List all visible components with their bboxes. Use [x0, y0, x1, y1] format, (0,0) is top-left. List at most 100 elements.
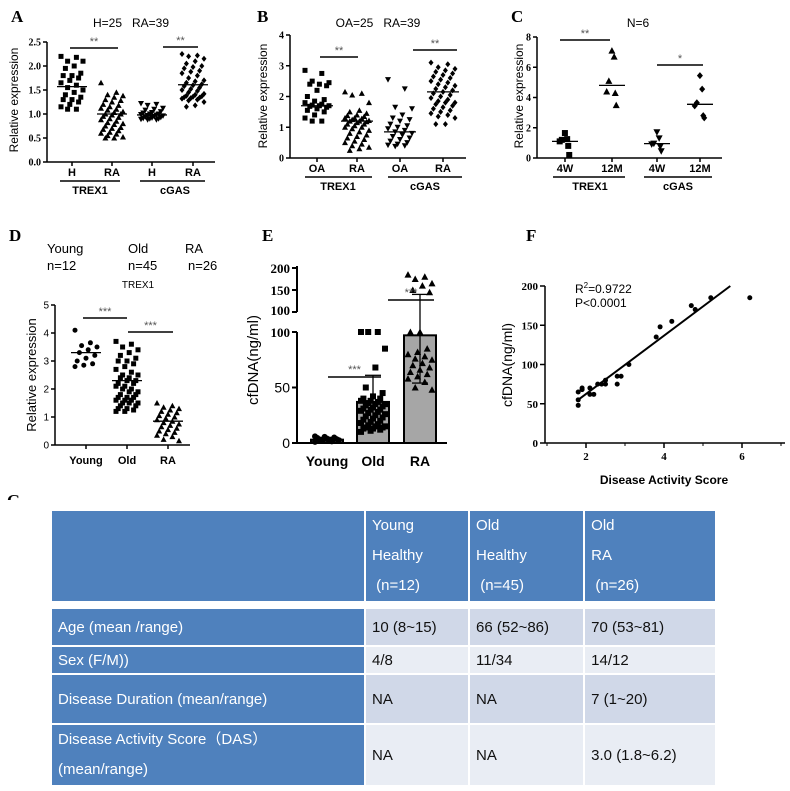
table-header-old-healthy: Old Healthy (n=45) — [470, 511, 584, 601]
chart-f-ylabel: cfDNA(ng/ml) — [499, 323, 515, 407]
chart-d-point — [74, 358, 80, 364]
chart-a-point — [69, 73, 75, 79]
chart-b-point — [324, 104, 330, 110]
chart-b-point — [445, 79, 451, 86]
chart-a-category-label: RA — [185, 167, 201, 179]
chart-a-point — [65, 85, 71, 91]
chart-a-point — [186, 97, 192, 104]
chart-e-point — [421, 378, 429, 385]
chart-e-y-tick-label: 50 — [274, 380, 290, 396]
chart-b-point — [361, 121, 368, 127]
chart-f-point — [591, 391, 597, 397]
chart-b-y-tick-label: 0 — [279, 154, 284, 165]
chart-a-point — [194, 96, 200, 103]
chart-d-point — [72, 327, 78, 333]
chart-b-point — [314, 87, 320, 93]
chart-d-point — [165, 411, 171, 417]
chart-a-point — [186, 89, 192, 96]
chart-a-point — [106, 103, 113, 110]
chart-b-point — [363, 110, 370, 116]
chart-d-significance-stars: *** — [144, 320, 158, 332]
chart-b-point — [450, 102, 456, 109]
chart-e-point — [379, 390, 386, 397]
chart-d-y-tick-label: 0 — [43, 441, 49, 452]
chart-d-point — [92, 352, 98, 358]
chart-b-group-label: cGAS — [410, 181, 440, 193]
chart-d-point — [117, 352, 123, 358]
chart-a-point — [65, 58, 71, 64]
chart-d-point — [169, 402, 176, 409]
chart-b-point — [450, 70, 456, 77]
chart-c-point — [612, 101, 620, 109]
table-cell: 3.0 (1.8~6.2) — [585, 725, 715, 785]
chart-d-point — [122, 364, 128, 370]
chart-d-point — [133, 403, 139, 409]
chart-a-point — [71, 89, 77, 95]
chart-a-point — [199, 63, 205, 69]
chart-b-point — [447, 75, 453, 82]
chart-e-point — [428, 279, 436, 287]
chart-a-point — [58, 80, 64, 86]
table-header-empty — [52, 511, 364, 601]
chart-b-point — [401, 86, 408, 92]
chart-b-point — [442, 121, 448, 128]
header-line: Healthy — [476, 547, 527, 564]
chart-e-point — [411, 275, 419, 282]
chart-b-category-label: RA — [349, 163, 365, 175]
chart-a-point — [60, 97, 66, 103]
chart-e-point — [367, 418, 374, 425]
chart-a-point — [62, 92, 68, 98]
chart-b-point — [428, 59, 434, 66]
chart-d-ylabel: Relative expression — [24, 318, 39, 431]
chart-d-category-label: Young — [69, 455, 102, 467]
chart-c-y-tick-label: 6 — [526, 63, 531, 74]
table-separator — [52, 603, 715, 607]
chart-e-point — [426, 364, 434, 371]
chart-a-point — [104, 107, 111, 113]
chart-f-point — [599, 381, 605, 387]
chart-d-y-tick-label: 4 — [43, 329, 49, 340]
chart-b-point — [433, 68, 439, 75]
chart-d-point — [167, 422, 174, 428]
chart-d-point — [135, 389, 141, 395]
chart-a-point — [179, 51, 185, 57]
chart-b-point — [342, 124, 348, 130]
chart-f-y-tick-label: 100 — [522, 360, 539, 372]
chart-e-category-label: Old — [361, 453, 384, 469]
chart-a-point — [69, 97, 75, 103]
chart-b-point — [399, 112, 406, 118]
chart-b-point — [342, 115, 348, 121]
chart-a-point — [192, 58, 198, 65]
chart-e-point — [377, 395, 384, 402]
chart-a-group-label: cGAS — [160, 185, 190, 197]
chart-a-point — [117, 124, 124, 130]
chart-e-point — [377, 417, 384, 424]
chart-b-point — [302, 100, 308, 106]
chart-a-point — [201, 99, 207, 105]
chart-a-point — [109, 99, 115, 105]
chart-d-point — [171, 429, 178, 435]
chart-b-point — [385, 126, 391, 132]
chart-a-point — [80, 87, 86, 93]
chart-a-point — [142, 107, 149, 114]
chart-d-point — [113, 383, 119, 389]
chart-e-point — [365, 329, 372, 335]
chart-b-y-tick-label: 1 — [279, 123, 284, 134]
chart-b-point — [387, 121, 394, 128]
table-row: Sex (F/M)) 4/8 11/34 14/12 — [52, 647, 715, 673]
chart-e-category-label: RA — [410, 453, 430, 469]
table-header-young: Young Healthy (n=12) — [366, 511, 469, 601]
chart-b-point — [302, 115, 308, 121]
chart-a-point — [111, 135, 118, 141]
chart-e-point — [377, 426, 384, 433]
header-line: Young — [372, 517, 414, 534]
chart-e-significance-stars: *** — [348, 364, 362, 376]
chart-d-point — [131, 361, 137, 367]
chart-a-point — [100, 126, 107, 132]
chart-d-point — [160, 436, 167, 442]
chart-f-x-tick-label: 2 — [583, 451, 589, 463]
panel-label-d: D — [9, 226, 21, 245]
chart-a-point — [190, 63, 196, 70]
chart-a-point — [138, 100, 144, 107]
d-group-old: Old — [128, 241, 148, 256]
